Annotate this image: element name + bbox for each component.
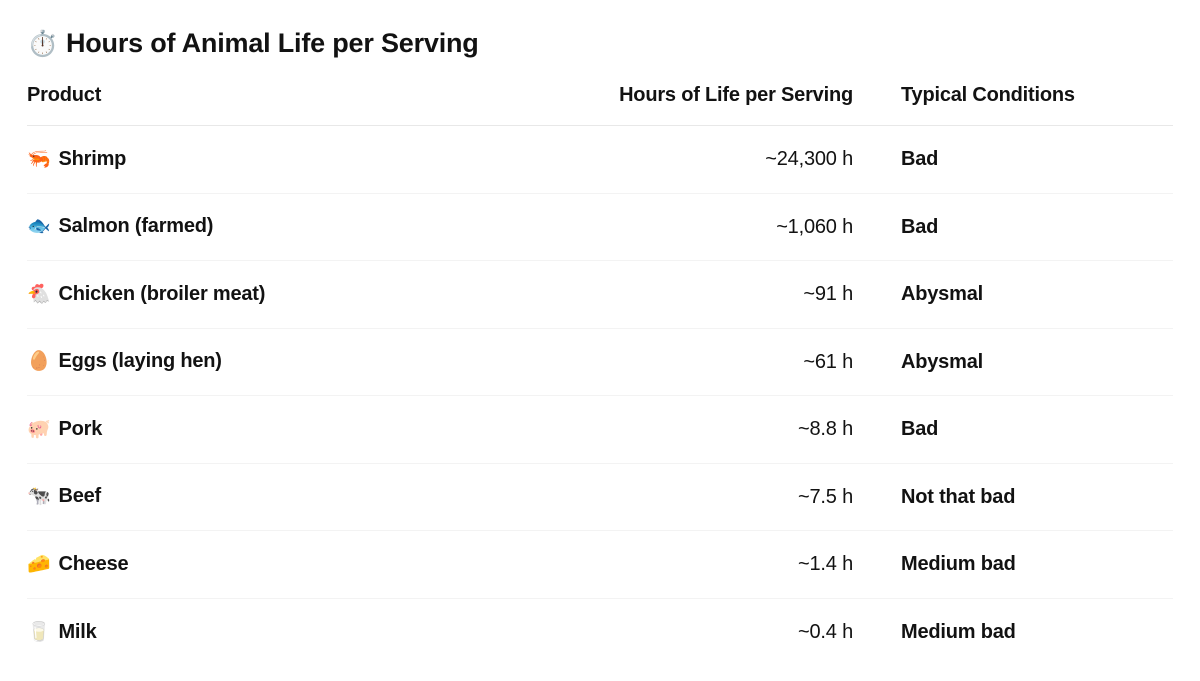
page-title-text: Hours of Animal Life per Serving: [65, 28, 479, 58]
egg-icon: 🥚: [27, 351, 51, 373]
product-name: Milk: [58, 620, 97, 643]
table-row-beef: 🐄 Beef ~7.5 h Not that bad: [27, 463, 1173, 531]
header-product: Product: [27, 61, 597, 126]
cow-icon: 🐄: [27, 486, 51, 508]
shrimp-icon: 🦐: [27, 148, 51, 170]
table-row-chicken: 🐔 Chicken (broiler meat) ~91 h Abysmal: [27, 260, 1173, 329]
table-row-shrimp: 🦐 Shrimp ~24,300 h Bad: [27, 125, 1173, 194]
hours-cell: ~24,300 h: [597, 125, 853, 194]
conditions-cell: Bad: [853, 395, 1173, 464]
product-name: Chicken (broiler meat): [58, 282, 266, 305]
hours-cell: ~8.8 h: [597, 395, 853, 464]
product-cell: 🐖 Pork: [27, 395, 597, 464]
conditions-cell: Not that bad: [853, 463, 1173, 531]
table-row-pork: 🐖 Pork ~8.8 h Bad: [27, 395, 1173, 464]
page-container: ⏱️ Hours of Animal Life per Serving Produ…: [0, 26, 1200, 666]
product-name: Cheese: [58, 552, 129, 575]
stopwatch-icon: ⏱️: [27, 30, 58, 58]
animal-life-table: Product Hours of Life per Serving Typica…: [27, 61, 1173, 666]
product-name: Salmon (farmed): [58, 215, 214, 238]
product-name: Eggs (laying hen): [58, 350, 222, 373]
hours-cell: ~91 h: [597, 260, 853, 329]
table-row-cheese: 🧀 Cheese ~1.4 h Medium bad: [27, 530, 1173, 599]
product-cell: 🐟 Salmon (farmed): [27, 193, 597, 261]
chicken-icon: 🐔: [27, 283, 51, 305]
table-header-row: Product Hours of Life per Serving Typica…: [27, 61, 1173, 126]
product-name: Beef: [58, 485, 102, 508]
hours-cell: ~0.4 h: [798, 621, 853, 643]
conditions-cell: Bad: [853, 193, 1173, 261]
table-row-eggs: 🥚 Eggs (laying hen) ~61 h Abysmal: [27, 328, 1173, 396]
product-cell: 🐔 Chicken (broiler meat): [27, 260, 597, 329]
milk-glass-icon: 🥛: [27, 621, 51, 643]
page-title: ⏱️ Hours of Animal Life per Serving: [27, 26, 1173, 61]
hours-cell: ~1.4 h: [597, 530, 853, 599]
fish-icon: 🐟: [27, 216, 51, 238]
conditions-cell: Medium bad: [853, 530, 1173, 599]
conditions-cell: Medium bad: [901, 621, 1016, 643]
hours-cell: ~7.5 h: [597, 463, 853, 531]
table-body: 🦐 Shrimp ~24,300 h Bad 🐟 Salmon (farmed) ~…: [27, 125, 1173, 666]
table-row-salmon: 🐟 Salmon (farmed) ~1,060 h Bad: [27, 193, 1173, 261]
table-row-milk: 🥛 Milk ~0.4 h Medium bad: [27, 598, 1173, 666]
hours-cell: ~1,060 h: [597, 193, 853, 261]
product-cell: 🥚 Eggs (laying hen): [27, 328, 597, 396]
conditions-cell: Abysmal: [853, 328, 1173, 396]
header-conditions: Typical Conditions: [853, 61, 1173, 126]
conditions-cell: Abysmal: [853, 260, 1173, 329]
product-name: Pork: [58, 417, 103, 440]
product-cell: 🧀 Cheese: [27, 530, 597, 599]
hours-cell: ~61 h: [597, 328, 853, 396]
product-name: Shrimp: [58, 147, 127, 170]
table-header: Product Hours of Life per Serving Typica…: [27, 61, 1173, 126]
pig-icon: 🐖: [27, 418, 51, 440]
product-cell: 🦐 Shrimp: [27, 125, 597, 194]
product-cell: 🥛 Milk: [27, 598, 597, 666]
product-cell: 🐄 Beef: [27, 463, 597, 531]
header-hours: Hours of Life per Serving: [597, 61, 853, 126]
cheese-icon: 🧀: [27, 553, 51, 575]
conditions-cell: Bad: [853, 125, 1173, 194]
